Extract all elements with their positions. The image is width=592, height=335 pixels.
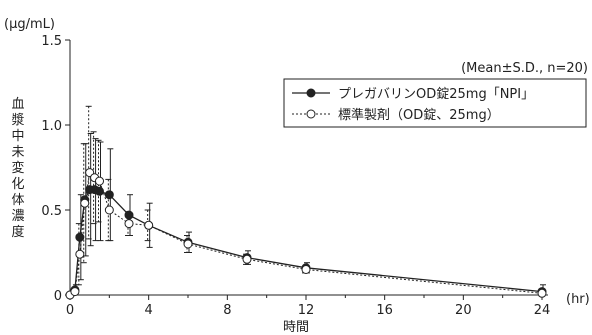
x-tick-label: 20 [455, 303, 472, 318]
data-point [75, 232, 85, 242]
series-layer [65, 105, 547, 300]
data-point [95, 176, 104, 186]
axes [69, 40, 548, 296]
y-axis-label-char: 度 [11, 224, 24, 240]
data-point [242, 254, 252, 264]
data-point [124, 219, 134, 229]
x-tick-label: 8 [223, 303, 231, 318]
legend: プレガバリンOD錠25mg「NPI」 標準製剤（OD錠、25mg） [283, 78, 587, 128]
data-point [104, 190, 114, 200]
axis-ticks: 0 0.5 1.0 1.5 0 4 8 12 16 20 24 [41, 34, 550, 318]
legend-label-reference: 標準製剤（OD錠、25mg） [338, 107, 500, 123]
x-axis-label: 時間 [283, 320, 309, 335]
y-axis-label-char: 変 [11, 160, 24, 176]
x-tick-label: 0 [66, 303, 74, 318]
data-point [104, 205, 114, 215]
series-1 [65, 105, 547, 300]
x-tick-label: 16 [376, 303, 393, 318]
y-axis-label-char: 化 [11, 177, 24, 192]
y-axis-label-char: 未 [11, 145, 24, 160]
stats-note: (Mean±S.D., n=20) [461, 61, 588, 76]
y-axis-label-char: 濃 [11, 209, 24, 224]
y-tick-label: 1.5 [41, 34, 62, 49]
data-point [70, 287, 80, 297]
y-tick-label: 0.5 [41, 204, 62, 219]
y-axis-label-char: 血 [11, 97, 24, 112]
data-point [537, 288, 547, 298]
y-tick-label: 1.0 [41, 119, 62, 134]
legend-marker-test [306, 88, 316, 98]
x-tick-label: 24 [534, 303, 551, 318]
y-tick-label: 0 [54, 289, 62, 304]
data-point [75, 249, 85, 259]
series-line [69, 171, 543, 296]
data-point [144, 220, 154, 230]
data-point [95, 186, 104, 196]
data-point [124, 210, 134, 220]
legend-box [283, 78, 587, 128]
y-axis-unit: (μg/mL) [4, 17, 55, 32]
x-tick-label: 12 [298, 303, 315, 318]
y-axis-label-char: 漿 [11, 113, 24, 128]
x-axis-unit: (hr) [566, 292, 590, 307]
legend-label-test: プレガバリンOD錠25mg「NPI」 [338, 87, 534, 102]
legend-marker-reference [306, 109, 316, 119]
x-tick-label: 4 [145, 303, 153, 318]
y-axis-label-char: 体 [11, 193, 24, 208]
data-point [80, 198, 90, 208]
data-point [301, 265, 311, 274]
series-0 [65, 133, 547, 300]
series-line [69, 188, 543, 296]
y-axis-label-char: 中 [11, 129, 24, 144]
data-point [183, 239, 193, 249]
